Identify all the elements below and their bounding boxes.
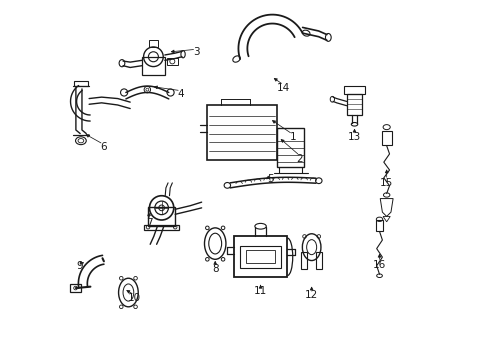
Text: 4: 4 [177,89,184,99]
Bar [166,58,177,64]
Text: 6: 6 [100,142,106,152]
Bar [381,131,391,145]
Bar [277,128,304,167]
Bar [375,220,382,231]
Bar [343,86,365,94]
Bar [315,252,322,269]
Bar [300,252,307,269]
Text: 16: 16 [372,260,386,270]
Text: 12: 12 [305,290,318,300]
Text: 3: 3 [193,47,199,57]
Text: 2: 2 [296,154,303,163]
Text: 14: 14 [277,83,290,93]
Bar [142,58,164,75]
Text: 11: 11 [253,287,266,296]
Text: 13: 13 [347,132,361,142]
Text: 7: 7 [146,218,153,228]
Bar [74,81,88,86]
Bar [240,246,281,267]
Text: 5: 5 [266,174,273,184]
Text: 8: 8 [211,264,218,274]
Text: 1: 1 [289,132,295,142]
Bar [149,40,157,47]
Bar [233,236,287,277]
Bar [143,225,179,230]
Text: 9: 9 [77,261,83,271]
Bar [70,284,81,292]
Bar [246,250,274,263]
Text: 10: 10 [128,293,141,303]
Bar [148,207,175,226]
Bar [206,105,276,160]
Text: 15: 15 [379,178,392,188]
Bar [346,94,362,115]
